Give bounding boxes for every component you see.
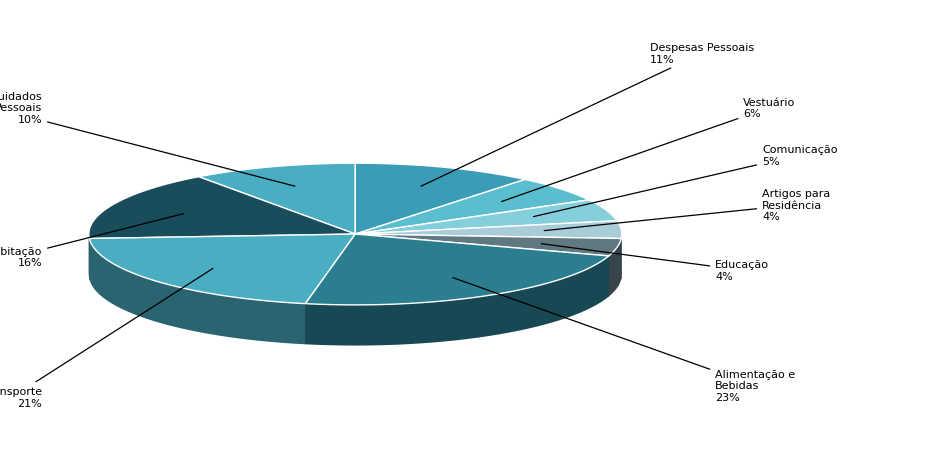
Polygon shape <box>90 235 355 280</box>
Text: Transporte
21%: Transporte 21% <box>0 269 213 408</box>
Polygon shape <box>355 200 617 235</box>
Polygon shape <box>306 235 609 305</box>
Text: Alimentação e
Bebidas
23%: Alimentação e Bebidas 23% <box>453 278 796 402</box>
Text: Vestuário
6%: Vestuário 6% <box>502 97 796 202</box>
Polygon shape <box>90 235 355 280</box>
Polygon shape <box>90 235 355 280</box>
Polygon shape <box>90 235 355 304</box>
Text: Educação
4%: Educação 4% <box>541 244 770 281</box>
Polygon shape <box>355 180 589 235</box>
Polygon shape <box>90 235 355 280</box>
Polygon shape <box>355 235 609 297</box>
Polygon shape <box>355 235 609 297</box>
Polygon shape <box>306 235 355 345</box>
Polygon shape <box>355 235 621 280</box>
Polygon shape <box>306 235 355 345</box>
Polygon shape <box>306 256 609 346</box>
Text: Comunicação
5%: Comunicação 5% <box>534 145 838 217</box>
Polygon shape <box>355 221 622 239</box>
Polygon shape <box>355 235 621 256</box>
Polygon shape <box>355 235 621 280</box>
Polygon shape <box>355 235 609 297</box>
Polygon shape <box>355 235 609 297</box>
Polygon shape <box>90 239 306 345</box>
Polygon shape <box>355 235 622 275</box>
Text: Habitação
16%: Habitação 16% <box>0 214 184 268</box>
Text: Despesas Pessoais
11%: Despesas Pessoais 11% <box>421 43 754 187</box>
Polygon shape <box>89 235 355 276</box>
Polygon shape <box>609 239 621 297</box>
Polygon shape <box>306 235 355 345</box>
Polygon shape <box>355 235 621 280</box>
Polygon shape <box>198 164 355 235</box>
Text: Saúde e Cuidados
Pessoais
10%: Saúde e Cuidados Pessoais 10% <box>0 92 295 187</box>
Polygon shape <box>355 164 525 235</box>
Polygon shape <box>306 235 355 345</box>
Polygon shape <box>355 235 621 280</box>
Polygon shape <box>89 177 355 239</box>
Text: Artigos para
Residência
4%: Artigos para Residência 4% <box>544 189 830 231</box>
